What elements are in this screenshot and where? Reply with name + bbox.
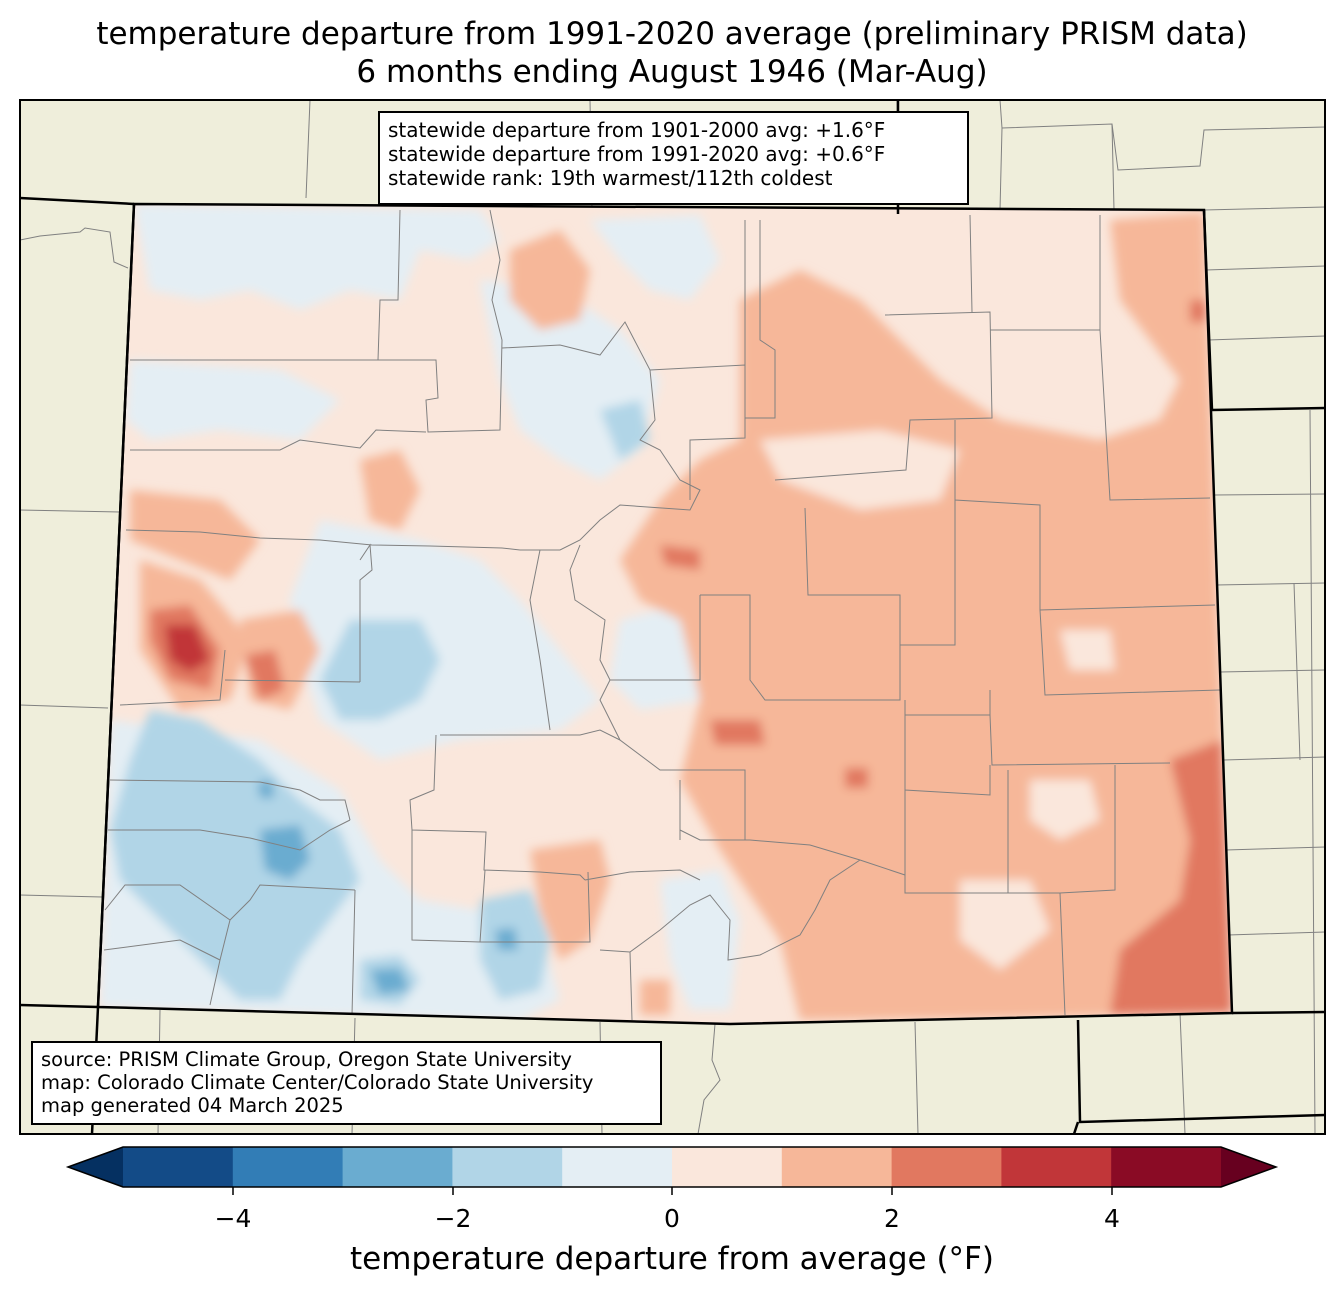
colorbar-bin <box>891 1147 1002 1187</box>
colorbar-tick-label: 0 <box>664 1204 680 1233</box>
colorbar-tick-label: −4 <box>214 1204 252 1233</box>
stats-line-1991-2020: statewide departure from 1991-2020 avg: … <box>388 142 886 166</box>
colorbar-extend-high <box>1221 1147 1276 1187</box>
source-line-map: map: Colorado Climate Center/Colorado St… <box>41 1071 594 1094</box>
colorbar-label: temperature departure from average (°F) <box>350 1241 994 1277</box>
source-box: source: PRISM Climate Group, Oregon Stat… <box>31 1041 662 1125</box>
colorbar-extend-low <box>68 1147 123 1187</box>
colorbar <box>65 1146 1279 1195</box>
colorbar-bin <box>562 1147 673 1187</box>
colorbar-bin <box>1111 1147 1222 1187</box>
colorbar-bin <box>672 1147 783 1187</box>
colorbar-bin <box>342 1147 453 1187</box>
stats-line-1901-2000: statewide departure from 1901-2000 avg: … <box>388 118 886 142</box>
temperature-anomaly-field <box>98 204 1232 1024</box>
colorbar-outline <box>65 1146 1279 1188</box>
map-frame <box>19 99 1326 1135</box>
colorbar-tick-label: −2 <box>434 1204 472 1233</box>
colorbar-tick-label: 2 <box>884 1204 900 1233</box>
colorbar-bin <box>452 1147 563 1187</box>
colorbar-bin <box>781 1147 893 1187</box>
colorbar-bin <box>123 1147 234 1187</box>
statewide-stats-box: statewide departure from 1901-2000 avg: … <box>378 111 969 205</box>
colorbar-bin <box>1001 1147 1112 1187</box>
source-line-generated: map generated 04 March 2025 <box>41 1094 344 1117</box>
colorbar-bin <box>232 1147 344 1187</box>
county-borders <box>103 209 1221 1021</box>
map-subtitle: 6 months ending August 1946 (Mar-Aug) <box>356 54 988 90</box>
colorbar-tick-label: 4 <box>1104 1204 1120 1233</box>
map-title: temperature departure from 1991-2020 ave… <box>96 16 1248 52</box>
source-line-prism: source: PRISM Climate Group, Oregon Stat… <box>41 1048 572 1071</box>
stats-line-rank: statewide rank: 19th warmest/112th colde… <box>388 166 833 190</box>
